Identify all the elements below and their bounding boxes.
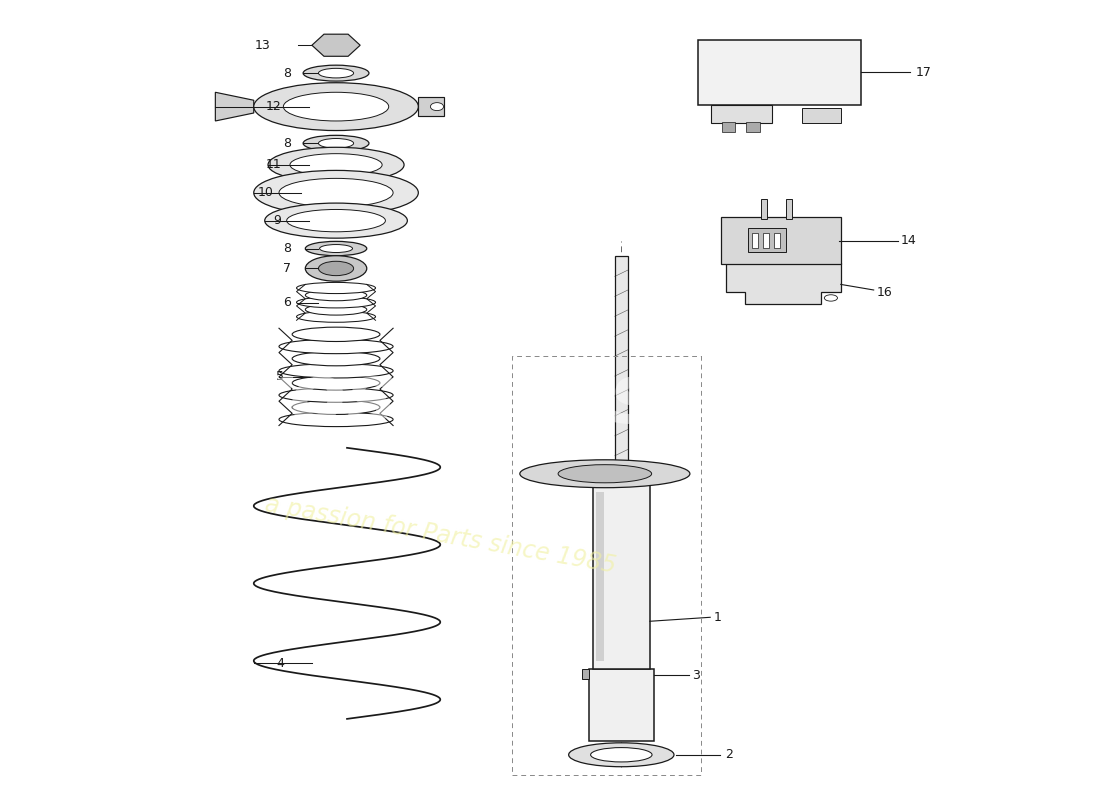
Text: 4: 4 <box>276 657 285 670</box>
Bar <box>747 122 760 132</box>
Text: 16: 16 <box>877 286 893 299</box>
Ellipse shape <box>293 376 380 390</box>
Ellipse shape <box>319 68 353 78</box>
Bar <box>752 234 759 248</box>
Text: 3: 3 <box>693 669 701 682</box>
FancyBboxPatch shape <box>722 218 840 264</box>
Ellipse shape <box>326 39 346 52</box>
Ellipse shape <box>279 364 393 378</box>
Ellipse shape <box>279 178 393 207</box>
Bar <box>802 108 840 122</box>
Ellipse shape <box>430 102 443 110</box>
Text: 6: 6 <box>283 296 292 310</box>
Bar <box>698 40 860 105</box>
Ellipse shape <box>265 203 407 238</box>
Text: 9: 9 <box>273 214 282 227</box>
Bar <box>785 199 792 219</box>
Ellipse shape <box>569 743 674 766</box>
Bar <box>615 257 628 464</box>
Ellipse shape <box>268 147 404 182</box>
Text: a passion for Parts since 1985: a passion for Parts since 1985 <box>263 493 618 578</box>
Ellipse shape <box>297 282 375 294</box>
Ellipse shape <box>279 388 393 402</box>
Bar <box>596 492 604 661</box>
Bar <box>588 669 654 742</box>
Ellipse shape <box>520 460 690 488</box>
Text: 12: 12 <box>265 100 282 113</box>
Ellipse shape <box>254 170 418 215</box>
Polygon shape <box>312 34 360 56</box>
Bar <box>723 122 736 132</box>
Ellipse shape <box>293 400 380 414</box>
Bar <box>748 228 785 252</box>
Polygon shape <box>418 97 443 116</box>
Ellipse shape <box>591 747 652 762</box>
Ellipse shape <box>306 256 366 282</box>
Ellipse shape <box>306 242 366 256</box>
Ellipse shape <box>279 339 393 354</box>
Text: 1: 1 <box>714 610 722 624</box>
Text: 8: 8 <box>283 137 292 150</box>
Bar <box>761 199 768 219</box>
Ellipse shape <box>306 304 366 315</box>
Ellipse shape <box>279 412 393 426</box>
Bar <box>593 484 650 669</box>
Text: 5: 5 <box>276 370 285 383</box>
Text: 8: 8 <box>283 242 292 255</box>
Ellipse shape <box>824 294 837 301</box>
Text: 2: 2 <box>726 748 734 762</box>
Text: 8: 8 <box>283 66 292 80</box>
Ellipse shape <box>293 327 380 342</box>
Ellipse shape <box>254 82 418 130</box>
Text: 7: 7 <box>283 262 292 275</box>
Ellipse shape <box>304 65 368 81</box>
Ellipse shape <box>297 311 375 322</box>
Ellipse shape <box>287 210 385 232</box>
Bar <box>773 234 780 248</box>
Ellipse shape <box>319 138 353 148</box>
Text: 10: 10 <box>257 186 274 199</box>
Text: 11: 11 <box>265 158 282 171</box>
Bar <box>582 669 588 678</box>
Ellipse shape <box>297 297 375 308</box>
Ellipse shape <box>320 245 352 253</box>
Ellipse shape <box>304 135 368 151</box>
Text: 13: 13 <box>254 38 271 52</box>
Polygon shape <box>726 262 840 304</box>
Ellipse shape <box>290 154 382 176</box>
Bar <box>763 234 769 248</box>
Ellipse shape <box>293 351 380 366</box>
Ellipse shape <box>284 92 388 121</box>
Text: eurospares: eurospares <box>133 359 660 441</box>
Ellipse shape <box>558 465 651 483</box>
Ellipse shape <box>319 262 353 276</box>
Text: 17: 17 <box>915 66 932 79</box>
Ellipse shape <box>306 290 366 301</box>
Text: 14: 14 <box>901 234 917 247</box>
Polygon shape <box>216 92 254 121</box>
Bar <box>712 105 771 122</box>
